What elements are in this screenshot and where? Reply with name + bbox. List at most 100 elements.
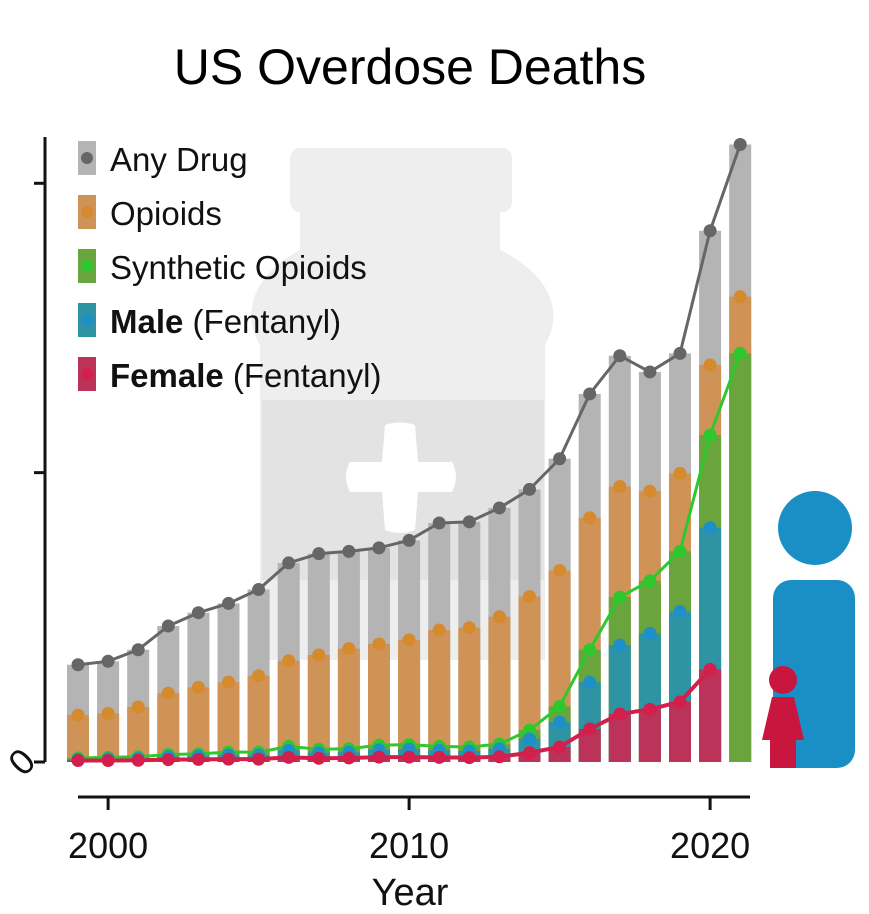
- bar-opioids: [488, 616, 511, 762]
- line-female: [78, 668, 712, 763]
- point-synthetic-opioids: [673, 544, 687, 558]
- legend-marker: [81, 368, 93, 380]
- legend-label: Any Drug: [110, 141, 248, 178]
- bar-female: [638, 709, 661, 762]
- point-male: [613, 638, 627, 652]
- bar-synthetic-opioids: [729, 353, 752, 762]
- bar-female: [548, 746, 571, 762]
- point-opioids: [222, 675, 235, 689]
- bar-opioids: [337, 648, 360, 762]
- point-opioids: [432, 623, 446, 637]
- bar-opioids: [428, 630, 451, 762]
- point-opioids: [161, 686, 175, 700]
- legend-label-suffix: (Fentanyl): [224, 357, 382, 394]
- point-female: [282, 750, 296, 764]
- legend-label-name: Opioids: [110, 195, 222, 232]
- point-any-drug: [583, 387, 597, 401]
- point-opioids: [71, 708, 85, 722]
- bar-opioids: [67, 715, 89, 762]
- chart-title: US Overdose Deaths: [174, 39, 646, 95]
- legend-marker: [81, 152, 93, 164]
- legend: Any Drug Opioids Synthetic Opioids Male (Fe…: [78, 141, 381, 394]
- bar-female: [578, 729, 601, 762]
- bar-opioids: [97, 713, 120, 762]
- point-female: [71, 754, 85, 768]
- axes: [43, 137, 750, 799]
- point-any-drug: [523, 482, 536, 496]
- legend-label-name: Male: [110, 303, 183, 340]
- point-opioids: [342, 642, 356, 656]
- point-opioids: [131, 700, 145, 714]
- point-opioids: [312, 648, 326, 662]
- point-female: [312, 751, 326, 765]
- point-any-drug: [733, 138, 747, 152]
- point-opioids: [553, 563, 567, 577]
- bar-female: [699, 669, 722, 762]
- bar-female: [669, 701, 691, 762]
- point-any-drug: [703, 224, 717, 238]
- point-synthetic-opioids: [583, 643, 597, 657]
- point-any-drug: [372, 541, 386, 555]
- point-female: [523, 746, 536, 760]
- bar-opioids: [247, 675, 270, 762]
- point-opioids: [282, 654, 296, 668]
- x-tick-label: 2000: [68, 825, 148, 866]
- point-opioids: [101, 706, 115, 720]
- point-any-drug: [161, 619, 175, 633]
- point-opioids: [673, 466, 687, 480]
- x-tick-label: 2010: [369, 825, 449, 866]
- point-any-drug: [101, 654, 115, 668]
- bar-opioids: [217, 682, 240, 762]
- point-synthetic-opioids: [643, 574, 657, 588]
- point-female: [492, 750, 506, 764]
- legend-marker: [81, 206, 93, 218]
- point-opioids: [613, 480, 627, 494]
- y-axis-ticks: 0: [0, 181, 45, 783]
- legend-marker: [81, 314, 93, 326]
- point-synthetic-opioids: [613, 590, 627, 604]
- point-female: [462, 751, 476, 765]
- legend-marker: [81, 260, 93, 272]
- point-any-drug: [402, 533, 416, 547]
- point-female: [342, 751, 356, 765]
- point-male: [643, 627, 657, 641]
- point-any-drug: [462, 515, 476, 529]
- point-any-drug: [191, 606, 205, 620]
- bar-opioids: [458, 627, 481, 762]
- x-axis-title: Year: [372, 872, 449, 914]
- point-any-drug: [312, 547, 326, 561]
- point-male: [673, 605, 687, 619]
- point-any-drug: [673, 346, 687, 360]
- point-any-drug: [553, 452, 567, 466]
- point-female: [703, 662, 717, 676]
- bar-female: [608, 713, 631, 762]
- legend-label-name: Any Drug: [110, 141, 248, 178]
- point-female: [673, 695, 687, 709]
- point-synthetic-opioids: [553, 699, 567, 713]
- point-opioids: [372, 637, 386, 651]
- point-opioids: [733, 290, 747, 304]
- point-male: [523, 732, 536, 746]
- point-opioids: [252, 669, 266, 683]
- point-any-drug: [432, 516, 446, 530]
- legend-label: Synthetic Opioids: [110, 249, 367, 286]
- bar-opioids: [187, 687, 210, 762]
- point-female: [161, 753, 175, 767]
- bar-opioids: [157, 693, 180, 762]
- legend-label: Opioids: [110, 195, 222, 232]
- point-female: [222, 752, 235, 766]
- point-opioids: [191, 680, 205, 694]
- legend-label: Female (Fentanyl): [110, 357, 381, 394]
- point-any-drug: [282, 556, 296, 570]
- legend-label-name: Female: [110, 357, 224, 394]
- point-female: [191, 752, 205, 766]
- legend-label-suffix: (Fentanyl): [183, 303, 341, 340]
- point-male: [583, 675, 597, 689]
- point-opioids: [523, 589, 536, 603]
- x-tick-label: 2020: [670, 825, 750, 866]
- point-female: [432, 750, 446, 764]
- series-points: [71, 138, 747, 768]
- point-female: [402, 750, 416, 764]
- point-male: [703, 521, 717, 535]
- bar-opioids: [127, 707, 150, 762]
